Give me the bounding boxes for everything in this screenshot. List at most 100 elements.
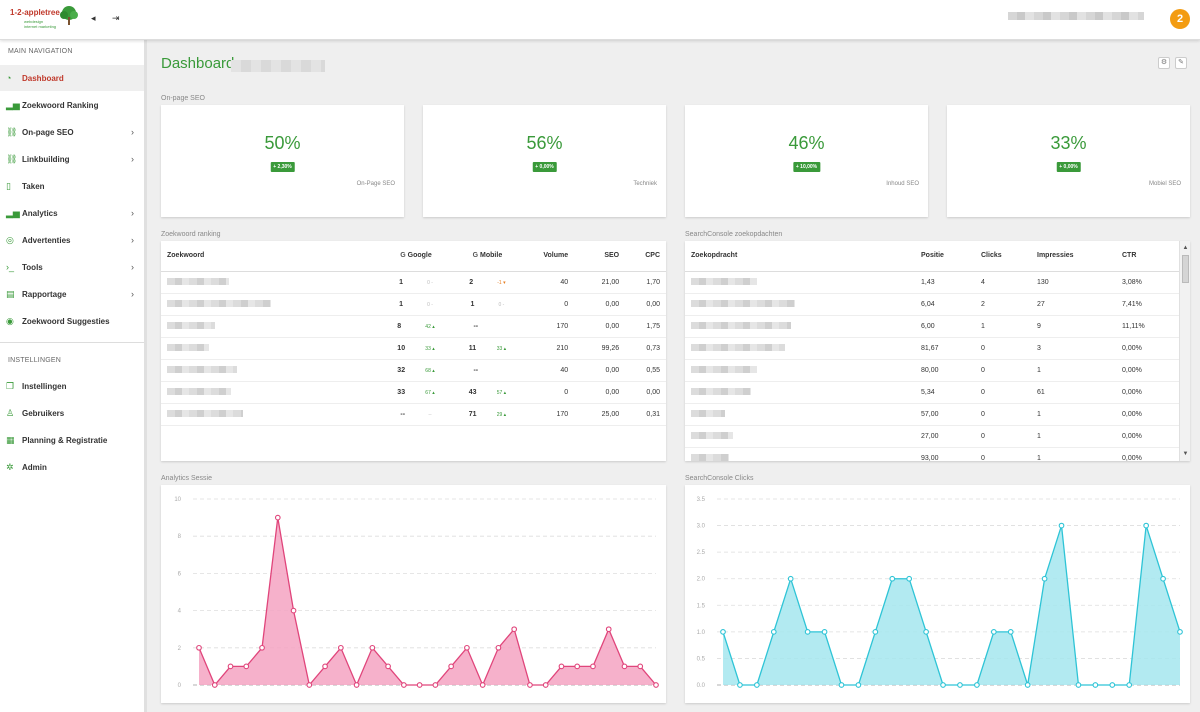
data-point[interactable]	[957, 682, 963, 688]
sidebar-item-instellingen[interactable]: ❐ Instellingen	[0, 373, 144, 399]
sidebar-item-zoekwoord-ranking[interactable]: ▂▅ Zoekwoord Ranking	[0, 92, 144, 118]
column-header[interactable]: Positie	[915, 241, 975, 272]
data-point[interactable]	[1109, 682, 1116, 688]
table-row[interactable]: 1 0 - 2 -1 ▾ 40 21,00 1,70	[161, 271, 666, 294]
data-point[interactable]	[274, 514, 281, 521]
scrollbar[interactable]: ▲ ▼	[1179, 241, 1190, 461]
table-row[interactable]: 6,00 1 9 11,11%	[685, 315, 1179, 338]
table-row[interactable]: 80,00 0 1 0,00%	[685, 359, 1179, 382]
data-point[interactable]	[1092, 682, 1099, 688]
data-point[interactable]	[416, 682, 423, 688]
data-point[interactable]	[558, 663, 565, 670]
data-point[interactable]	[923, 629, 929, 635]
data-point[interactable]	[872, 629, 879, 635]
table-row[interactable]: 6,04 2 27 7,41%	[685, 293, 1179, 316]
data-point[interactable]	[605, 626, 612, 633]
column-header[interactable]: Zoekwoord	[161, 241, 381, 272]
sidebar-item-taken[interactable]: ▯ Taken	[0, 173, 144, 199]
sidebar-item-analytics[interactable]: ▂▅ Analytics ›	[0, 200, 144, 226]
table-row[interactable]: 93,00 0 1 0,00%	[685, 447, 1179, 461]
edit-button[interactable]: ✎	[1175, 57, 1187, 69]
data-point[interactable]	[737, 682, 743, 688]
data-point[interactable]	[196, 644, 202, 651]
data-point[interactable]	[1024, 682, 1031, 688]
sidebar-item-linkbuilding[interactable]: ⛓ Linkbuilding ›	[0, 146, 144, 172]
data-point[interactable]	[527, 682, 533, 688]
scroll-down-icon[interactable]: ▼	[1182, 451, 1189, 457]
logout-icon[interactable]: ⇥	[112, 13, 120, 23]
data-point[interactable]	[448, 663, 454, 670]
sidebar-item-zoekwoord-suggesties[interactable]: ◉ Zoekwoord Suggesties	[0, 308, 144, 334]
data-point[interactable]	[855, 682, 862, 688]
data-point[interactable]	[889, 575, 896, 582]
table-row[interactable]: 8 42 ▴ -- 170 0,00 1,75	[161, 315, 666, 338]
sidebar-item-advertenties[interactable]: ◎ Advertenties ›	[0, 227, 144, 253]
table-row[interactable]: 27,00 0 1 0,00%	[685, 425, 1179, 448]
data-point[interactable]	[369, 644, 376, 651]
scroll-thumb[interactable]	[1182, 255, 1189, 283]
data-point[interactable]	[906, 575, 913, 582]
data-point[interactable]	[653, 682, 659, 688]
data-point[interactable]	[637, 663, 644, 670]
data-point[interactable]	[787, 575, 794, 582]
column-header[interactable]: Clicks	[975, 241, 1031, 272]
sidebar-item-tools[interactable]: ›_ Tools ›	[0, 254, 144, 280]
sidebar-item-on-page-seo[interactable]: ⛓ On-page SEO ›	[0, 119, 144, 145]
data-point[interactable]	[1041, 575, 1048, 582]
data-point[interactable]	[290, 607, 297, 614]
data-point[interactable]	[754, 682, 760, 688]
column-header[interactable]: G Google	[380, 241, 452, 272]
column-header[interactable]: G Mobile	[451, 241, 524, 272]
table-row[interactable]: 33 67 ▴ 43 57 ▴ 0 0,00 0,00	[161, 381, 666, 404]
sidebar-item-rapportage[interactable]: ▤ Rapportage ›	[0, 281, 144, 307]
column-header[interactable]: CTR	[1116, 241, 1179, 272]
logo[interactable]: 1-2-appletree webdesign internet marketi…	[10, 5, 78, 33]
data-point[interactable]	[1177, 629, 1183, 635]
data-point[interactable]	[542, 682, 549, 688]
data-point[interactable]	[479, 682, 486, 688]
data-point[interactable]	[590, 663, 596, 670]
data-point[interactable]	[770, 629, 777, 635]
sidebar-item-dashboard[interactable]: ◔ Dashboard	[0, 65, 144, 91]
data-point[interactable]	[385, 663, 391, 670]
data-point[interactable]	[574, 663, 581, 670]
table-row[interactable]: -- -- 71 29 ▴ 170 25,00 0,31	[161, 403, 666, 426]
notification-badge[interactable]: 2	[1170, 9, 1190, 29]
column-header[interactable]: SEO	[574, 241, 626, 272]
data-point[interactable]	[1143, 522, 1149, 529]
table-row[interactable]: 57,00 0 1 0,00%	[685, 403, 1179, 426]
data-point[interactable]	[1058, 522, 1065, 529]
data-point[interactable]	[259, 644, 265, 651]
data-point[interactable]	[990, 629, 997, 635]
data-point[interactable]	[720, 629, 726, 635]
data-point[interactable]	[804, 629, 811, 635]
collapse-sidebar-icon[interactable]: ◂	[91, 13, 96, 23]
data-point[interactable]	[322, 663, 328, 670]
user-name[interactable]	[1008, 12, 1144, 20]
data-point[interactable]	[495, 644, 502, 651]
data-point[interactable]	[211, 682, 218, 688]
data-point[interactable]	[401, 682, 407, 688]
scroll-up-icon[interactable]: ▲	[1182, 245, 1189, 251]
data-point[interactable]	[621, 663, 628, 670]
sidebar-item-planning-registratie[interactable]: ▦ Planning & Registratie	[0, 427, 144, 453]
column-header[interactable]: CPC	[625, 241, 666, 272]
table-row[interactable]: 10 33 ▴ 11 33 ▴ 210 99,26 0,73	[161, 337, 666, 360]
data-point[interactable]	[227, 663, 234, 670]
settings-button[interactable]: ⚙	[1158, 57, 1170, 69]
sidebar-item-gebruikers[interactable]: ♙ Gebruikers	[0, 400, 144, 426]
data-point[interactable]	[353, 682, 360, 688]
data-point[interactable]	[1126, 682, 1133, 688]
data-point[interactable]	[243, 663, 250, 670]
sidebar-item-admin[interactable]: ✲ Admin	[0, 454, 144, 480]
data-point[interactable]	[1007, 629, 1014, 635]
data-point[interactable]	[337, 644, 344, 651]
column-header[interactable]: Zoekopdracht	[685, 241, 915, 272]
table-row[interactable]: 32 68 ▴ -- 40 0,00 0,55	[161, 359, 666, 382]
data-point[interactable]	[306, 682, 313, 688]
data-point[interactable]	[1160, 575, 1166, 582]
data-point[interactable]	[838, 682, 845, 688]
data-point[interactable]	[940, 682, 946, 688]
data-point[interactable]	[464, 644, 470, 651]
